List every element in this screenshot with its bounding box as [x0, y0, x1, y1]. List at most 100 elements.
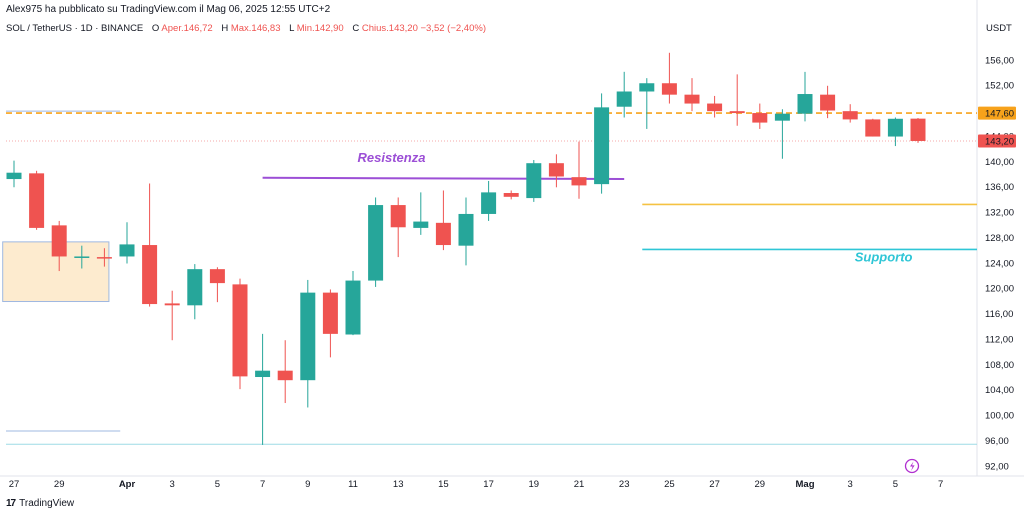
- publisher-line: Alex975 ha pubblicato su TradingView.com…: [6, 4, 331, 15]
- open-label: O: [151, 23, 160, 34]
- candle-body: [413, 221, 429, 228]
- candle[interactable]: [639, 78, 655, 129]
- candle[interactable]: [820, 85, 836, 119]
- candle[interactable]: [345, 271, 361, 336]
- candle[interactable]: [435, 190, 451, 251]
- candle[interactable]: [368, 197, 384, 287]
- candle-body: [661, 83, 677, 95]
- symbol-name[interactable]: SOL / TetherUS · 1D · BINANCE: [6, 23, 144, 34]
- x-tick-label: 7: [260, 479, 265, 490]
- price-label: 147,60: [978, 106, 1016, 120]
- high-value: Max.146,83: [230, 23, 281, 34]
- candle-body: [752, 113, 768, 123]
- candle[interactable]: [887, 117, 903, 147]
- candle[interactable]: [797, 71, 813, 122]
- close-value: Chius.143,20: [361, 23, 418, 34]
- candle-body: [96, 257, 112, 259]
- candle[interactable]: [187, 264, 203, 320]
- candle-body: [526, 163, 542, 199]
- candle[interactable]: [209, 267, 225, 303]
- candle-body: [729, 111, 745, 114]
- candle[interactable]: [503, 190, 519, 200]
- y-tick-label: 132,00: [985, 208, 1014, 219]
- candle-body: [707, 103, 723, 112]
- x-tick-label: 5: [215, 479, 220, 490]
- candle-body: [255, 370, 271, 378]
- x-tick-label: 19: [529, 479, 540, 490]
- candle[interactable]: [322, 289, 338, 358]
- candle[interactable]: [96, 248, 112, 267]
- candle-body: [571, 177, 587, 186]
- candle-body: [29, 173, 45, 228]
- candle[interactable]: [232, 278, 248, 390]
- y-tick-label: 140,00: [985, 157, 1014, 168]
- y-tick-label: 112,00: [985, 334, 1013, 345]
- price-label-bg: [978, 134, 1016, 148]
- y-tick-label: 104,00: [985, 385, 1014, 396]
- candle[interactable]: [548, 154, 564, 188]
- candle[interactable]: [774, 109, 790, 159]
- candle-body: [797, 94, 813, 114]
- x-tick-label: 9: [305, 479, 310, 490]
- candle[interactable]: [526, 160, 542, 202]
- tradingview-footer[interactable]: 17 TradingView: [6, 498, 74, 509]
- brand-name: TradingView: [19, 498, 75, 509]
- price-axis-unit: USDT: [986, 23, 1012, 34]
- resistance-label[interactable]: Resistenza: [358, 150, 426, 165]
- candle[interactable]: [458, 197, 474, 266]
- candle[interactable]: [390, 197, 406, 258]
- candle[interactable]: [752, 103, 768, 129]
- candle[interactable]: [6, 160, 22, 188]
- candle[interactable]: [255, 333, 271, 445]
- support-label[interactable]: Supporto: [855, 249, 913, 264]
- y-tick-label: 152,00: [985, 81, 1014, 92]
- candle-body: [322, 292, 338, 334]
- candle-body: [277, 370, 293, 381]
- candle[interactable]: [413, 192, 429, 235]
- x-tick-label: 7: [938, 479, 943, 490]
- x-tick-label: 27: [9, 479, 20, 490]
- y-tick-label: 128,00: [985, 233, 1014, 244]
- candle-body: [119, 244, 135, 257]
- candle-body: [458, 213, 474, 246]
- candle-body: [503, 193, 519, 197]
- candle[interactable]: [594, 93, 610, 194]
- x-tick-label: 5: [893, 479, 898, 490]
- candle[interactable]: [865, 118, 881, 137]
- candle[interactable]: [684, 78, 700, 112]
- candle-body: [684, 94, 700, 104]
- candle[interactable]: [300, 279, 316, 408]
- candle[interactable]: [164, 290, 180, 341]
- candle[interactable]: [571, 141, 587, 199]
- candle-body: [594, 107, 610, 185]
- candle-body: [300, 292, 316, 381]
- x-tick-label: 21: [574, 479, 585, 490]
- y-tick-label: 92,00: [985, 461, 1009, 472]
- candle[interactable]: [661, 52, 677, 104]
- candle[interactable]: [910, 117, 926, 143]
- candle[interactable]: [74, 245, 90, 269]
- high-label: H: [221, 23, 229, 34]
- candle[interactable]: [729, 74, 745, 126]
- x-tick-label: 3: [170, 479, 175, 490]
- candle[interactable]: [707, 95, 723, 118]
- candle[interactable]: [29, 170, 45, 230]
- flash-icon[interactable]: [904, 458, 920, 474]
- y-tick-label: 136,00: [985, 182, 1014, 193]
- price-label-text: 143,20: [985, 136, 1014, 147]
- candle-body: [164, 303, 180, 306]
- candle-body: [74, 256, 90, 258]
- resistance-line[interactable]: [262, 176, 625, 181]
- candle[interactable]: [616, 71, 632, 118]
- candle[interactable]: [51, 220, 67, 272]
- y-tick-label: 100,00: [985, 411, 1014, 422]
- candle[interactable]: [277, 340, 293, 404]
- candle[interactable]: [481, 180, 497, 221]
- x-tick-label: 25: [664, 479, 675, 490]
- candle[interactable]: [842, 104, 858, 123]
- candle[interactable]: [142, 183, 158, 307]
- candle-body: [865, 119, 881, 137]
- candle[interactable]: [119, 222, 135, 264]
- candle-body: [435, 222, 451, 246]
